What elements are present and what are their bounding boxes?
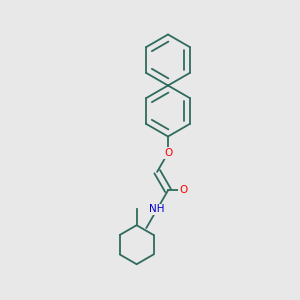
Text: O: O (179, 185, 187, 195)
Text: NH: NH (149, 204, 165, 214)
Text: O: O (164, 148, 172, 158)
